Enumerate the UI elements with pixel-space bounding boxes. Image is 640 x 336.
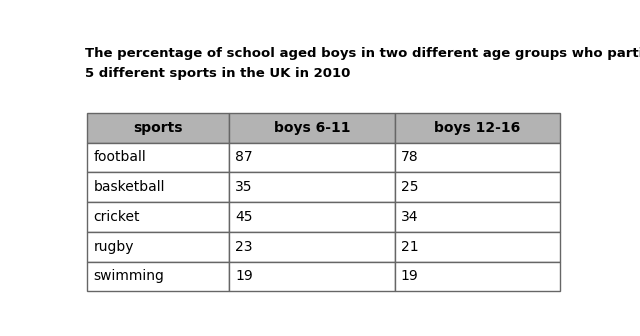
Text: 21: 21	[401, 240, 419, 254]
FancyBboxPatch shape	[229, 142, 395, 172]
Text: 34: 34	[401, 210, 418, 224]
Text: 19: 19	[401, 269, 419, 283]
Text: boys 6-11: boys 6-11	[274, 121, 350, 135]
FancyBboxPatch shape	[88, 202, 229, 232]
FancyBboxPatch shape	[395, 261, 561, 291]
Text: 25: 25	[401, 180, 418, 194]
Text: football: football	[93, 151, 146, 164]
Text: swimming: swimming	[93, 269, 164, 283]
FancyBboxPatch shape	[395, 232, 561, 261]
FancyBboxPatch shape	[88, 232, 229, 261]
Text: basketball: basketball	[93, 180, 165, 194]
Text: 87: 87	[235, 151, 253, 164]
FancyBboxPatch shape	[229, 172, 395, 202]
Text: 5 different sports in the UK in 2010: 5 different sports in the UK in 2010	[85, 68, 350, 81]
Text: 35: 35	[235, 180, 253, 194]
FancyBboxPatch shape	[229, 202, 395, 232]
Text: 19: 19	[235, 269, 253, 283]
FancyBboxPatch shape	[229, 261, 395, 291]
FancyBboxPatch shape	[395, 202, 561, 232]
Text: rugby: rugby	[93, 240, 134, 254]
Text: cricket: cricket	[93, 210, 140, 224]
FancyBboxPatch shape	[88, 172, 229, 202]
Text: 23: 23	[235, 240, 253, 254]
FancyBboxPatch shape	[229, 232, 395, 261]
Text: 45: 45	[235, 210, 253, 224]
FancyBboxPatch shape	[395, 142, 561, 172]
FancyBboxPatch shape	[88, 261, 229, 291]
FancyBboxPatch shape	[395, 172, 561, 202]
Text: sports: sports	[134, 121, 183, 135]
FancyBboxPatch shape	[229, 113, 395, 142]
Text: boys 12-16: boys 12-16	[435, 121, 521, 135]
Text: The percentage of school aged boys in two different age groups who participated : The percentage of school aged boys in tw…	[85, 47, 640, 60]
FancyBboxPatch shape	[395, 113, 561, 142]
Text: 78: 78	[401, 151, 419, 164]
FancyBboxPatch shape	[88, 142, 229, 172]
FancyBboxPatch shape	[88, 113, 229, 142]
